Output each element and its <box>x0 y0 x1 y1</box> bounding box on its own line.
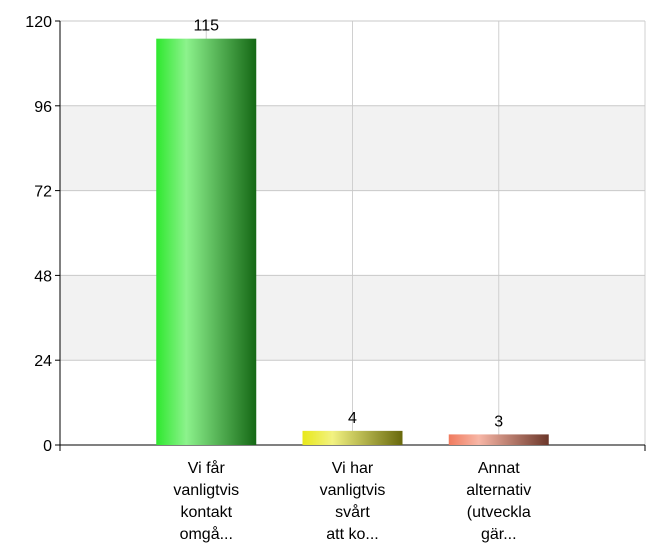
x-tick-label: Vi får vanligtvis kontakt omgå... <box>173 459 239 543</box>
value-label: 4 <box>348 410 357 427</box>
y-tick-label: 72 <box>34 184 52 201</box>
x-tick-label: Vi har vanligtvis svårt att ko... <box>320 460 386 543</box>
y-tick-label: 0 <box>43 438 52 455</box>
value-label: 115 <box>193 18 219 35</box>
bar <box>302 430 403 445</box>
y-tick-label: 96 <box>34 99 52 116</box>
y-tick-label: 120 <box>25 14 52 31</box>
x-tick-label: Annat alternativ (utveckla gär... <box>466 460 531 543</box>
bar <box>156 38 257 446</box>
y-tick-label: 48 <box>34 268 52 285</box>
bar <box>448 434 549 445</box>
y-tick-label: 24 <box>34 353 52 370</box>
value-label: 3 <box>494 413 503 430</box>
